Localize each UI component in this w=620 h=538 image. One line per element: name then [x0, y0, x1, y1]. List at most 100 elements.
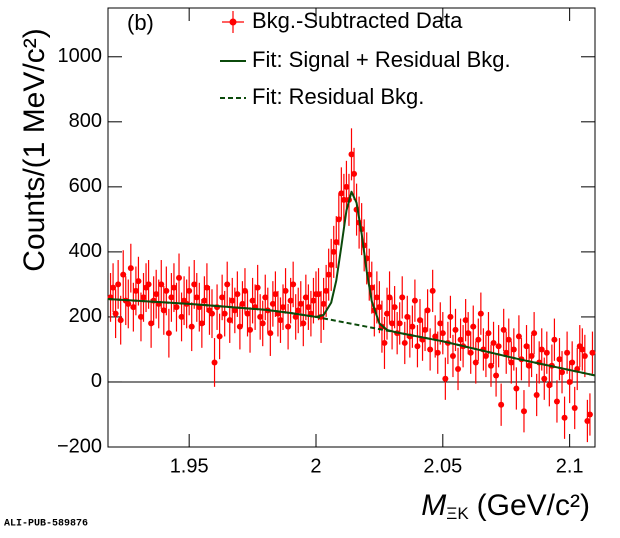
data-point	[282, 287, 289, 294]
data-point	[566, 378, 573, 385]
data-point	[348, 151, 355, 158]
data-point	[581, 352, 588, 359]
data-point	[262, 294, 269, 301]
x-axis-symbol: M	[421, 489, 446, 522]
x-tick-label: 2	[310, 455, 321, 477]
data-point	[373, 294, 380, 301]
y-tick-label: 0	[91, 370, 102, 392]
data-point	[447, 313, 454, 320]
data-point	[224, 281, 231, 288]
legend-label: Fit: Signal + Residual Bkg.	[252, 47, 511, 72]
data-point	[302, 294, 309, 301]
data-point	[280, 304, 287, 311]
data-point	[490, 339, 497, 346]
data-point	[416, 317, 423, 324]
data-point	[520, 408, 527, 415]
data-point	[523, 343, 530, 350]
data-point	[381, 339, 388, 346]
data-point	[409, 323, 416, 330]
data-point	[475, 336, 482, 343]
x-tick-label: 1.95	[170, 455, 209, 477]
data-point	[335, 216, 342, 223]
x-axis-subscript: ΞK	[446, 504, 469, 523]
data-point	[579, 346, 586, 353]
data-point	[158, 281, 165, 288]
legend-label: Bkg.-Subtracted Data	[252, 8, 463, 33]
data-point	[272, 291, 279, 298]
y-tick-label: −200	[57, 435, 102, 457]
data-point	[160, 307, 167, 314]
data-point	[110, 284, 117, 291]
data-point	[526, 362, 533, 369]
data-point	[201, 297, 208, 304]
data-point	[290, 281, 297, 288]
data-point	[328, 261, 335, 268]
panel-label: (b)	[127, 10, 154, 35]
data-point	[198, 320, 205, 327]
data-point	[193, 294, 200, 301]
data-point	[236, 323, 243, 330]
data-point	[533, 391, 540, 398]
data-point	[297, 300, 304, 307]
data-point	[320, 300, 327, 307]
data-point	[546, 382, 553, 389]
data-point	[586, 411, 593, 418]
data-point	[551, 336, 558, 343]
data-point	[239, 300, 246, 307]
data-point	[295, 307, 302, 314]
data-point	[219, 294, 226, 301]
x-axis-label: MΞK (GeV/c²)	[421, 489, 590, 524]
data-point	[457, 336, 464, 343]
data-point	[137, 313, 144, 320]
data-point	[221, 310, 228, 317]
data-point	[267, 330, 274, 337]
data-point	[571, 404, 578, 411]
y-tick-label: 1000	[58, 45, 103, 67]
data-point	[485, 330, 492, 337]
data-point	[472, 359, 479, 366]
data-point	[145, 281, 152, 288]
data-point	[351, 170, 358, 177]
data-point	[449, 352, 456, 359]
x-tick-label: 2.1	[556, 455, 584, 477]
data-point	[186, 287, 193, 294]
data-point	[411, 297, 418, 304]
data-point	[340, 196, 347, 203]
data-point	[515, 333, 522, 340]
data-point	[503, 349, 510, 356]
data-point	[208, 310, 215, 317]
data-point	[531, 330, 538, 337]
fit-curve	[107, 298, 596, 377]
data-point	[556, 356, 563, 363]
data-point	[513, 385, 520, 392]
data-point	[254, 284, 261, 291]
plot-frame	[107, 7, 596, 448]
data-point	[455, 365, 462, 372]
data-point	[300, 320, 307, 327]
data-point	[170, 284, 177, 291]
data-point	[543, 349, 550, 356]
data-point	[115, 281, 122, 288]
data-point	[338, 190, 345, 197]
data-point	[553, 398, 560, 405]
data-point	[493, 372, 500, 379]
data-point	[495, 343, 502, 350]
data-point	[130, 304, 137, 311]
data-point	[439, 330, 446, 337]
y-tick-label: 600	[69, 175, 102, 197]
data-point	[330, 248, 337, 255]
data-point	[564, 349, 571, 356]
data-point	[234, 291, 241, 298]
data-point	[510, 346, 517, 353]
data-point	[305, 304, 312, 311]
data-point	[277, 317, 284, 324]
data-point	[391, 304, 398, 311]
data-point	[584, 417, 591, 424]
data-point	[434, 349, 441, 356]
data-point	[203, 284, 210, 291]
x-axis-unit: (GeV/c²)	[477, 489, 590, 522]
data-point	[389, 320, 396, 327]
data-point	[452, 326, 459, 333]
data-point	[132, 287, 139, 294]
